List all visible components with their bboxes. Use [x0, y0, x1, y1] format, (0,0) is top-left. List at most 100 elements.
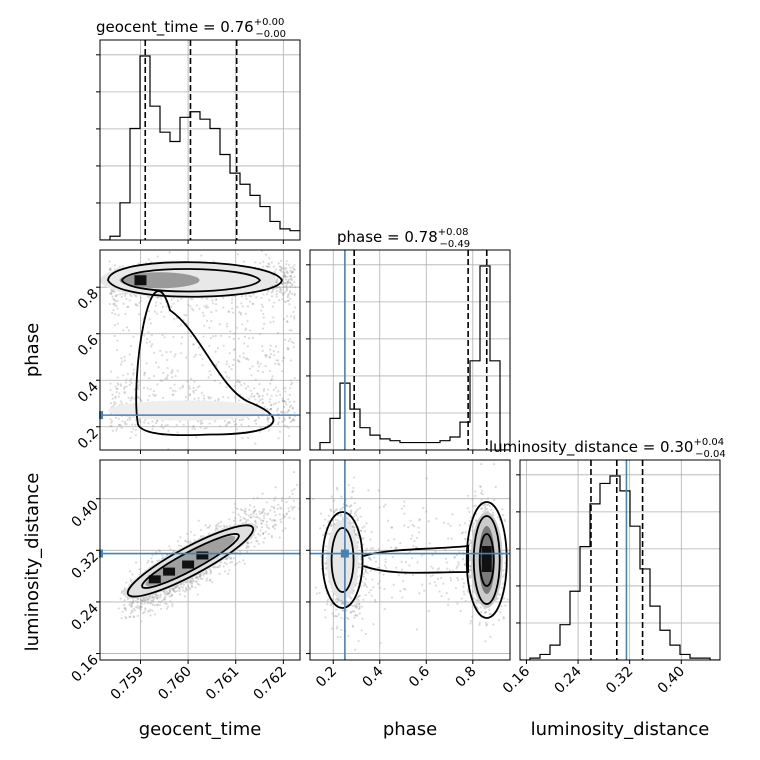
sample-point [151, 420, 154, 423]
sample-point [119, 424, 122, 427]
sample-point [262, 541, 265, 544]
sample-point [455, 566, 458, 570]
sample-point [413, 540, 416, 543]
sample-point [472, 522, 476, 525]
sample-point [278, 416, 281, 420]
sample-point [324, 518, 327, 521]
sample-point [142, 386, 146, 389]
sample-point [254, 536, 257, 539]
sample-point [152, 389, 156, 393]
sample-point [171, 605, 174, 608]
sample-point [270, 291, 273, 294]
sample-point [247, 542, 250, 545]
sample-point [279, 289, 282, 292]
sample-point [351, 610, 354, 613]
sample-point [341, 602, 344, 605]
sample-point [289, 275, 292, 278]
sample-point [267, 527, 271, 530]
sample-point [120, 295, 123, 299]
sample-point [205, 426, 208, 430]
sample-point [440, 595, 443, 598]
sample-point [352, 486, 355, 490]
sample-point [112, 302, 115, 306]
sample-point [128, 603, 131, 606]
sample-point [390, 596, 394, 599]
sample-point [246, 357, 249, 360]
sample-point [287, 397, 290, 401]
sample-point [246, 541, 249, 545]
sample-point [262, 316, 265, 319]
sample-point [265, 292, 269, 296]
sample-point [270, 403, 273, 406]
sample-point [469, 569, 472, 572]
sample-point [125, 581, 128, 584]
sample-point [490, 508, 493, 512]
panel-phase-vs-phase [306, 249, 511, 454]
sample-point [412, 525, 416, 528]
sample-point [182, 423, 185, 426]
sample-point [497, 618, 501, 622]
sample-point [266, 423, 270, 426]
sample-point [261, 394, 264, 398]
sample-point [199, 426, 202, 429]
sample-point [248, 397, 251, 400]
sample-point [195, 304, 198, 307]
sample-point [260, 526, 263, 529]
sample-point [276, 332, 280, 335]
sample-point [279, 410, 283, 414]
sample-point [114, 294, 117, 297]
sample-point [278, 536, 281, 539]
sample-point [130, 609, 133, 612]
sample-point [109, 402, 112, 405]
sample-point [196, 576, 200, 579]
sample-point [356, 519, 360, 522]
sample-point [115, 387, 118, 390]
sample-point [337, 613, 340, 616]
sample-point [282, 399, 285, 403]
sample-point [159, 594, 162, 598]
sample-point [156, 383, 159, 386]
sample-point [263, 512, 266, 515]
sample-point [109, 268, 112, 272]
sample-point [262, 260, 265, 263]
y-ticklabel-phase: 0.4 [75, 379, 102, 406]
sample-point [236, 379, 239, 382]
sample-point [181, 586, 184, 589]
sample-point [160, 607, 163, 611]
sample-point [164, 424, 167, 427]
sample-point [469, 539, 472, 542]
sample-point [134, 561, 138, 564]
sample-point [170, 298, 173, 301]
sample-point [236, 359, 239, 362]
sample-point [129, 612, 132, 615]
sample-point [378, 571, 382, 574]
sample-point [229, 556, 233, 559]
sample-point [292, 310, 295, 314]
sample-point [268, 369, 272, 373]
sample-point [145, 337, 149, 341]
sample-point [348, 519, 351, 522]
sample-point [122, 589, 125, 592]
sample-point [385, 566, 388, 569]
sample-point [244, 312, 248, 315]
sample-point [132, 599, 135, 603]
sample-point [144, 418, 147, 422]
sample-point [323, 475, 325, 477]
sample-point [139, 420, 142, 423]
sample-point [247, 518, 250, 522]
sample-point [123, 385, 126, 389]
sample-point [135, 295, 138, 298]
sample-point [501, 508, 504, 511]
sample-point [349, 510, 353, 513]
sample-point [184, 581, 188, 584]
sample-point [209, 568, 212, 571]
sample-point [392, 583, 395, 586]
sample-point [175, 423, 178, 427]
sample-point [264, 253, 268, 256]
sample-point [205, 571, 208, 574]
sample-point [153, 351, 156, 354]
sample-point [281, 397, 284, 400]
sample-point [120, 616, 123, 620]
sample-point [157, 600, 160, 603]
sample-point [205, 579, 208, 582]
